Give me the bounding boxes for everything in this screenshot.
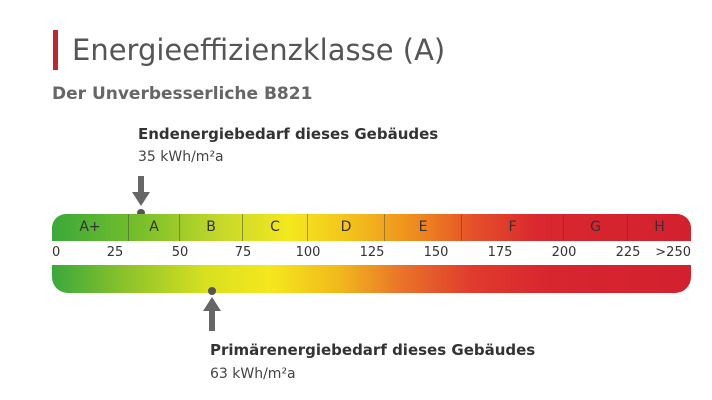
endenergie-value: 35 kWh/m²a — [138, 149, 224, 165]
primaerenergie-label: Primärenergiebedarf dieses Gebäudes — [210, 341, 536, 359]
tick-label: >250 — [655, 245, 691, 260]
tick-label: 0 — [52, 245, 61, 260]
class-cell-g: G — [564, 214, 628, 241]
tick-label: 75 — [234, 245, 252, 260]
title-accent-bar — [53, 30, 58, 70]
building-name: Der Unverbesserliche B821 — [52, 84, 313, 104]
scale-ticks: 0 25 50 75 100 125 150 175 200 225 >250 — [52, 245, 691, 263]
efficiency-class-bar: A+ A B C D E F G H — [52, 214, 691, 241]
primaerenergie-marker — [208, 287, 216, 295]
tick-label: 50 — [171, 245, 189, 260]
class-cell-d: D — [308, 214, 385, 241]
endenergie-marker — [137, 209, 145, 217]
tick-label: 125 — [359, 245, 385, 260]
class-cell-b: B — [180, 214, 243, 241]
class-cell-f: F — [462, 214, 564, 241]
tick-label: 225 — [615, 245, 641, 260]
endenergie-arrow-icon — [132, 176, 150, 206]
tick-label: 200 — [551, 245, 577, 260]
primaerenergie-arrow-icon — [203, 297, 221, 331]
tick-label: 100 — [295, 245, 321, 260]
primaerenergie-bar — [52, 265, 691, 293]
tick-label: 150 — [423, 245, 449, 260]
tick-label: 25 — [106, 245, 124, 260]
primaerenergie-value: 63 kWh/m²a — [210, 366, 296, 382]
class-cell-e: E — [385, 214, 462, 241]
class-cell-c: C — [243, 214, 308, 241]
tick-label: 175 — [487, 245, 513, 260]
class-cell-aplus: A+ — [52, 214, 129, 241]
page-title: Energieeffizienzklasse (A) — [72, 33, 446, 67]
endenergie-label: Endenergiebedarf dieses Gebäudes — [138, 125, 439, 143]
class-cell-h: H — [654, 219, 665, 235]
class-cell-a: A — [129, 214, 180, 241]
